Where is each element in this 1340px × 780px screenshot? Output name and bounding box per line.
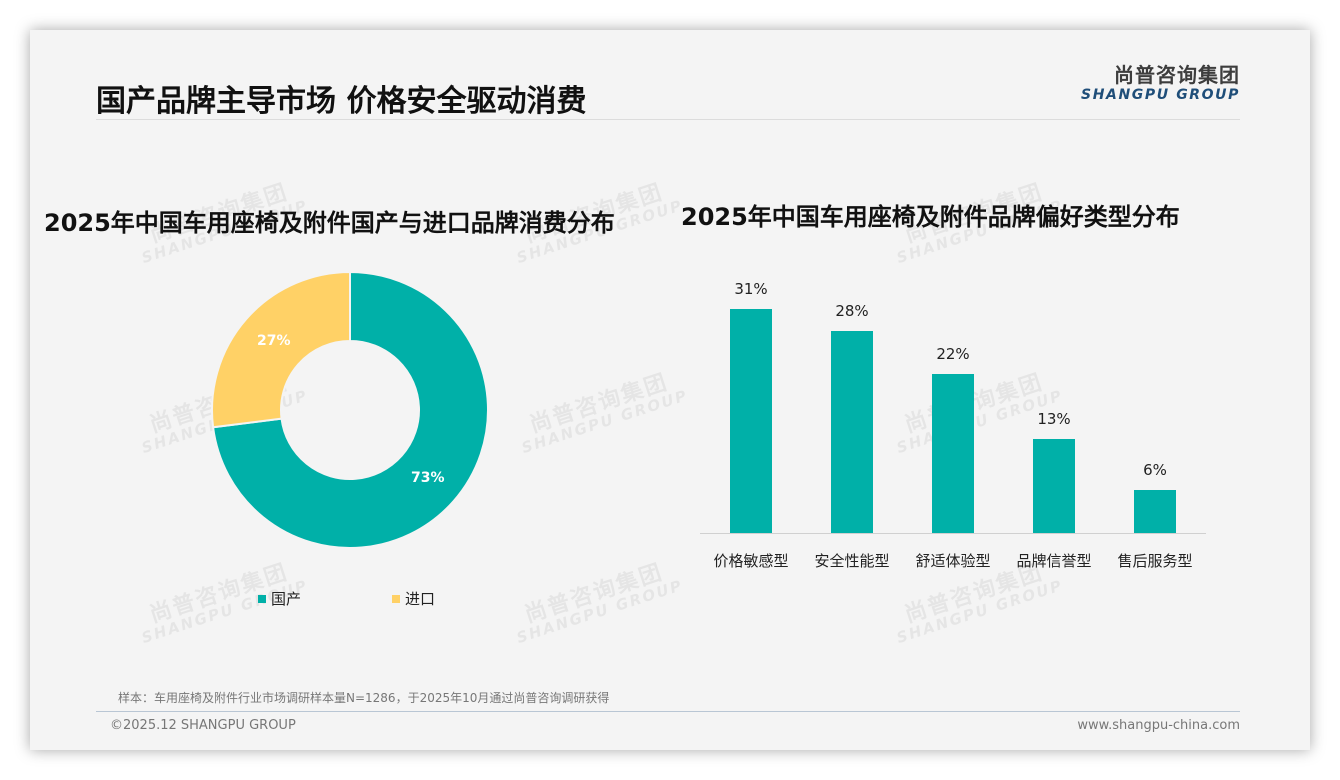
bar-value-label: 28% — [835, 301, 869, 320]
bar-value-label: 13% — [1037, 410, 1071, 429]
legend-swatch-teal — [258, 594, 266, 603]
donut-chart-title: 2025年中国车用座椅及附件国产与进口品牌消费分布 — [44, 209, 615, 237]
bar — [730, 309, 772, 533]
legend-label: 进口 — [405, 590, 436, 608]
logo-en-text: SHANGPU GROUP — [1081, 87, 1240, 103]
copyright: ©2025.12 SHANGPU GROUP — [110, 718, 296, 733]
x-axis-category-label: 售后服务型 — [1117, 552, 1193, 570]
bar-chart-title: 2025年中国车用座椅及附件品牌偏好类型分布 — [681, 203, 1180, 231]
bar — [831, 330, 873, 533]
bar-value-label: 6% — [1143, 460, 1167, 479]
title-divider — [96, 119, 1240, 120]
bar-value-label: 31% — [734, 280, 768, 298]
donut-label-domestic: 73% — [411, 470, 445, 486]
legend-label: 国产 — [271, 590, 302, 608]
legend-item-domestic: 国产 — [258, 588, 301, 609]
x-axis-category-label: 价格敏感型 — [713, 552, 789, 570]
legend-swatch-yellow — [392, 594, 400, 603]
x-axis-category-label: 舒适体验型 — [915, 552, 991, 570]
x-axis-category-label: 品牌信誉型 — [1016, 552, 1092, 570]
donut-segment-domestic — [211, 270, 489, 549]
donut-chart — [211, 270, 489, 549]
bar — [1033, 439, 1075, 533]
logo-cn-text: 尚普咨询集团 — [1114, 63, 1240, 87]
x-axis-category-label: 安全性能型 — [814, 552, 890, 570]
donut-label-import: 27% — [257, 333, 291, 349]
bar — [1134, 489, 1176, 533]
website-link[interactable]: www.shangpu-china.com — [1077, 718, 1240, 733]
slide: 尚普咨询集团 SHANGPU GROUP 尚普咨询集团 SHANGPU GROUP … — [30, 30, 1310, 750]
company-logo: 尚普咨询集团 SHANGPU GROUP — [1081, 63, 1240, 103]
bar — [932, 374, 974, 533]
x-axis-line — [700, 533, 1206, 534]
page-title: 国产品牌主导市场 价格安全驱动消费 — [96, 84, 587, 119]
legend-item-import: 进口 — [392, 588, 435, 609]
bar-value-label: 22% — [936, 345, 970, 364]
donut-segment-import — [211, 270, 351, 429]
footer-divider — [96, 711, 1240, 712]
sample-note: 样本：车用座椅及附件行业市场调研样本量N=1286，于2025年10月通过尚普咨… — [118, 691, 610, 705]
